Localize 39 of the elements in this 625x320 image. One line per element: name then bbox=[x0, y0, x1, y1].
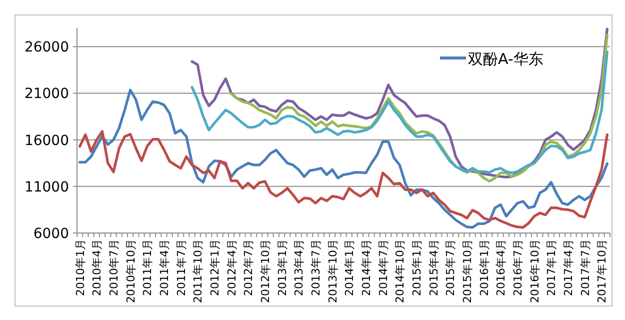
y-tick-label: 11000 bbox=[24, 179, 69, 196]
x-tick-label: 2011年10月 bbox=[192, 239, 205, 303]
x-tick-label: 2012年4月 bbox=[225, 239, 238, 296]
x-tick-label: 2015年7月 bbox=[444, 239, 458, 296]
x-tick-label: 2015年10月 bbox=[460, 239, 474, 303]
x-tick-label: 2010年4月 bbox=[90, 239, 104, 296]
x-tick-label: 2011年7月 bbox=[174, 239, 188, 296]
x-tick-label: 2012年7月 bbox=[242, 239, 256, 296]
x-tick-label: 2017年1月 bbox=[545, 239, 558, 296]
y-tick-label: 26000 bbox=[24, 40, 69, 56]
x-tick-label: 2011年1月 bbox=[141, 239, 154, 296]
x-tick-label: 2010年10月 bbox=[124, 239, 138, 303]
x-tick-label: 2013年7月 bbox=[309, 239, 322, 296]
x-tick-label: 2014年4月 bbox=[360, 239, 373, 296]
x-tick-label: 2013年4月 bbox=[292, 239, 306, 296]
y-tick-label: 16000 bbox=[24, 132, 69, 149]
x-tick-label: 2010年1月 bbox=[74, 239, 87, 296]
x-tick-label: 2016年7月 bbox=[511, 239, 524, 296]
x-tick-label: 2011年4月 bbox=[158, 239, 171, 296]
legend-label: 双酚A-华东 bbox=[468, 50, 544, 68]
x-tick-label: 2010年7月 bbox=[107, 239, 120, 296]
x-tick-label: 2013年10月 bbox=[326, 239, 340, 303]
x-tick-label: 2015年4月 bbox=[427, 239, 440, 296]
x-tick-label: 2016年1月 bbox=[478, 239, 491, 296]
x-tick-label: 2014年1月 bbox=[343, 239, 356, 296]
x-tick-label: 2012年1月 bbox=[208, 239, 222, 296]
x-tick-label: 2016年10月 bbox=[528, 239, 542, 303]
x-tick-label: 2016年4月 bbox=[494, 239, 508, 296]
x-tick-label: 2013年1月 bbox=[276, 239, 289, 296]
x-tick-label: 2017年10月 bbox=[596, 239, 609, 303]
y-tick-label: 21000 bbox=[24, 86, 69, 102]
x-tick-label: 2014年10月 bbox=[394, 239, 407, 303]
x-tick-label: 2015年1月 bbox=[410, 239, 424, 296]
x-tick-label: 2017年4月 bbox=[562, 239, 575, 296]
line-series bbox=[190, 50, 608, 174]
x-tick-label: 2012年10月 bbox=[258, 239, 272, 303]
x-tick-label: 2014年7月 bbox=[376, 239, 390, 296]
x-tick-label: 2017年7月 bbox=[578, 239, 592, 296]
y-tick-label: 6000 bbox=[33, 226, 69, 242]
